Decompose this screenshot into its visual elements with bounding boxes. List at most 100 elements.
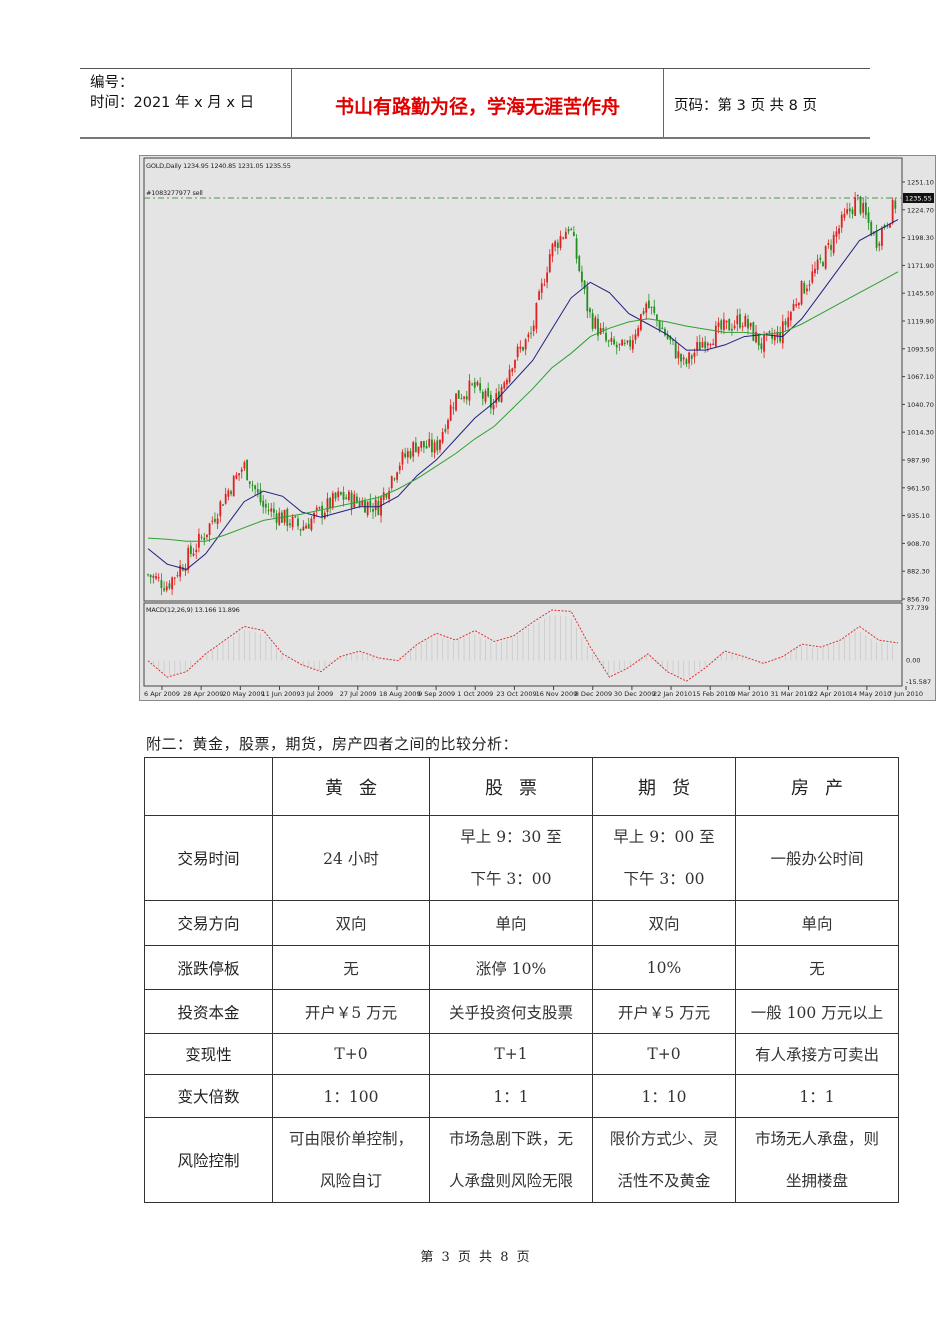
y-tick-label: 1119.90	[907, 318, 934, 326]
candle-body	[160, 580, 163, 589]
candle-body	[235, 474, 238, 479]
candle-body	[728, 319, 731, 331]
candle-body	[398, 465, 401, 471]
table-cell: 有人承接方可卖出	[735, 1033, 899, 1075]
candle-body	[388, 490, 390, 500]
header-motto: 书山有路勤为径，学海无涯苦作舟	[292, 69, 664, 137]
candle-body	[315, 507, 318, 511]
candle-body	[532, 325, 535, 331]
candle-body	[712, 343, 715, 346]
candle-body	[664, 328, 666, 336]
cell-text: T+1	[494, 1045, 528, 1063]
candle-body	[629, 339, 632, 347]
candle-body	[232, 476, 235, 497]
table-row: 投资本金 开户￥5 万元 关乎投资何支股票 开户￥5 万元 一般 100 万元以上	[144, 989, 899, 1034]
candle-body	[420, 441, 423, 448]
candle-body	[347, 491, 350, 501]
candle-body	[647, 300, 650, 308]
candle-body	[613, 339, 615, 345]
x-tick-label: 3 Jul 2009	[301, 690, 334, 698]
candle-body	[747, 319, 749, 329]
cell-text: 限价方式少、灵	[609, 1130, 719, 1148]
candle-body	[171, 577, 174, 590]
candle-body	[297, 518, 299, 527]
candle-body	[463, 396, 465, 399]
candle-body	[286, 508, 289, 526]
table-cell: 开户￥5 万元	[272, 989, 430, 1034]
candle-body	[382, 492, 385, 500]
candle-body	[508, 369, 511, 383]
table-cell: 1：100	[272, 1074, 430, 1118]
x-tick-label: 18 Aug 2009	[379, 690, 421, 698]
table-cell: 1：10	[592, 1074, 736, 1118]
candle-body	[631, 340, 634, 350]
candle-body	[803, 282, 806, 294]
candle-body	[607, 340, 610, 342]
candle-body	[822, 262, 824, 267]
candle-body	[562, 237, 565, 239]
candle-body	[843, 213, 846, 218]
candle-body	[535, 303, 538, 329]
candle-body	[219, 501, 222, 517]
candle-body	[356, 496, 358, 502]
candle-body	[481, 391, 484, 399]
candle-body	[722, 319, 725, 330]
candle-body	[431, 439, 433, 453]
candle-body	[755, 331, 757, 343]
candle-body	[385, 494, 388, 498]
table-row: 交易时间 24 小时 早上 9：30 至下午 3：00 早上 9：00 至下午 3：0…	[144, 815, 899, 901]
table-cell: 10%	[592, 945, 736, 990]
x-tick-label: 16 Nov 2009	[536, 690, 578, 698]
candle-body	[358, 501, 361, 507]
table-cell: 一般 100 万元以上	[735, 989, 899, 1034]
candle-body	[444, 428, 447, 432]
candle-body	[637, 327, 640, 336]
candle-body	[739, 314, 741, 328]
candle-body	[489, 394, 492, 409]
page-footer: 第 3 页 共 8 页	[420, 1250, 530, 1265]
candle-body	[838, 228, 840, 234]
candle-body	[840, 214, 843, 228]
candle-body	[725, 320, 728, 323]
macd-signal-line	[147, 609, 899, 682]
candle-body	[546, 272, 549, 283]
candle-body	[195, 549, 198, 552]
candle-body	[256, 489, 259, 493]
table-cell: 限价方式少、灵 活性不及黄金	[592, 1117, 736, 1203]
y-tick-label: 1198.30	[907, 234, 934, 242]
cell-text: 无	[343, 959, 359, 978]
candle-body	[669, 335, 672, 340]
candle-body	[318, 507, 321, 509]
header-page-info: 页码：第 3 页 共 8 页	[674, 97, 817, 114]
ma-fast-line	[147, 219, 899, 570]
candle-body	[554, 241, 557, 247]
table-cell: 1：1	[429, 1074, 593, 1118]
candle-body	[680, 353, 682, 362]
candle-body	[254, 485, 257, 490]
candle-body	[401, 451, 404, 465]
candle-body	[688, 352, 690, 364]
x-tick-label: 1 Oct 2009	[457, 690, 493, 698]
candle-body	[864, 202, 867, 216]
x-tick-label: 27 Jul 2009	[340, 690, 377, 698]
x-tick-label: 9 Sep 2009	[418, 690, 455, 698]
candle-body	[690, 355, 693, 359]
candle-body	[757, 333, 760, 346]
candle-body	[323, 512, 326, 519]
candle-body	[642, 311, 645, 314]
cell-text: 可由限价单控制，	[288, 1130, 413, 1148]
candle-body	[639, 314, 642, 331]
candle-body	[589, 308, 591, 313]
cell-text: 10%	[646, 958, 682, 977]
cell-text: 一般 100 万元以上	[750, 1003, 884, 1022]
candle-body	[222, 504, 224, 506]
column-header: 房产	[735, 757, 899, 816]
candle-body	[527, 334, 530, 338]
candle-body	[409, 451, 412, 458]
candle-body	[492, 404, 495, 410]
candle-body	[350, 492, 353, 509]
candle-body	[511, 368, 514, 372]
candle-body	[736, 315, 739, 325]
candle-body	[224, 493, 227, 504]
table-cell: 24 小时	[272, 815, 430, 901]
